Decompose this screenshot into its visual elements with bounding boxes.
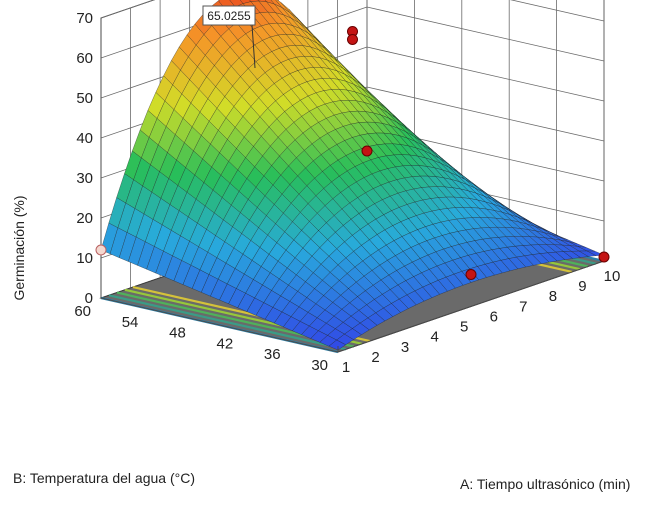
peak-label: 65.0255 <box>207 9 251 23</box>
x-tick-label: 2 <box>371 349 379 366</box>
z-tick-label: 0 <box>85 290 93 307</box>
peak-annotation: 65.0255 <box>202 5 256 69</box>
x-tick-label: 5 <box>460 319 468 336</box>
y-tick-label: 42 <box>217 335 234 352</box>
y-tick-label: 60 <box>74 303 91 320</box>
y-tick-label: 54 <box>122 314 139 331</box>
x-tick-label: 10 <box>604 268 621 285</box>
z-tick-label: 50 <box>76 90 93 107</box>
peak-leader-line <box>251 24 256 69</box>
design-points <box>95 26 610 280</box>
y-tick-label: 36 <box>264 346 281 363</box>
x-tick-label: 6 <box>490 308 498 325</box>
z-axis-label: Germinación (%) <box>11 195 27 300</box>
side-wall-gridline <box>366 6 605 62</box>
y-tick-label: 30 <box>311 357 328 374</box>
side-wall-gridline <box>366 86 605 142</box>
design-point <box>347 34 358 45</box>
floor-contour-line <box>108 294 347 351</box>
back-wall-gridline <box>100 0 155 19</box>
tick-labels: 0 10 20 30 40 50 60 70 1 2 3 4 5 6 7 8 9 10 30 36 42 48 54 60 <box>74 10 620 376</box>
z-tick-label: 60 <box>76 50 93 67</box>
response-surface <box>100 0 605 351</box>
x-axis-label: A: Tiempo ultrasónico (min) <box>460 476 630 492</box>
x-axis-line <box>337 260 605 353</box>
side-wall-gridline <box>510 0 605 22</box>
x-tick-label: 8 <box>549 288 557 305</box>
x-tick-label: 4 <box>431 329 439 346</box>
y-axis-label: B: Temperatura del agua (°C) <box>13 470 195 486</box>
side-wall-gridline <box>366 46 605 102</box>
z-tick-label: 70 <box>76 10 93 27</box>
y-tick-label: 48 <box>169 325 186 342</box>
x-tick-label: 1 <box>342 359 350 376</box>
y-axis-line <box>100 297 339 353</box>
x-tick-label: 3 <box>401 339 409 356</box>
z-tick-label: 20 <box>76 210 93 227</box>
x-tick-label: 9 <box>578 278 586 295</box>
design-point <box>361 145 373 157</box>
design-point <box>95 244 107 256</box>
z-tick-label: 30 <box>76 170 93 187</box>
z-tick-label: 40 <box>76 130 93 147</box>
peak-label-box <box>202 5 256 26</box>
z-tick-label: 10 <box>76 250 93 267</box>
design-point <box>598 251 610 263</box>
x-tick-label: 7 <box>519 298 527 315</box>
design-point <box>465 269 477 280</box>
